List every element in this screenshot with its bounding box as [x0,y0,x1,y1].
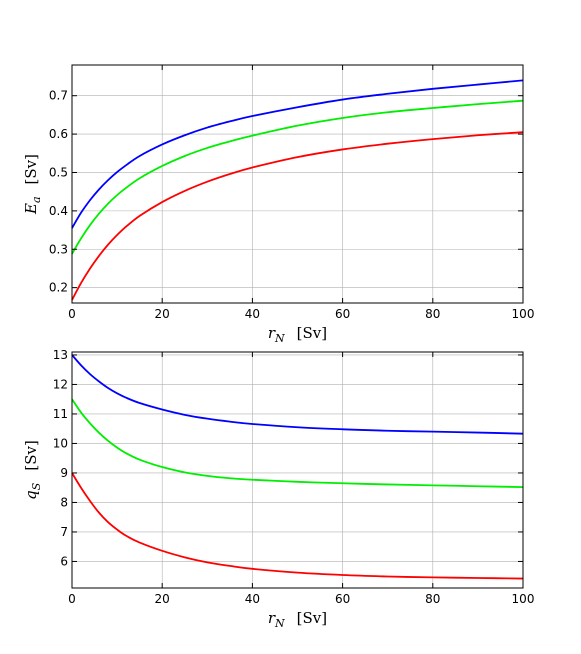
plot-panel-2: 0 20 40 60 80 100 6 7 8 9 10 11 12 13 rN [Sv] qS[Sv] [22,348,534,630]
y-tick-label: 6 [60,554,68,568]
series-line-1 [71,79,524,229]
plot-panel-1: 0 20 40 60 80 100 0.2 0.3 0.4 0.5 0.6 0.7 rN [Sv] Ea[S… [22,64,535,345]
series-line-2 [71,99,524,255]
axes-frame [71,64,524,304]
y-tick-label: 0.5 [49,165,68,179]
x-axis-label: rN [Sv] [268,324,327,345]
x-tick-label: 20 [155,592,170,606]
y-tick-label: 12 [53,377,68,391]
x-tick-label: 80 [425,307,440,321]
series-line-2 [71,398,524,489]
x-tick-label: 20 [155,307,170,321]
x-tick-label: 100 [512,592,535,606]
x-tick-label: 40 [245,592,260,606]
axes-frame [71,351,524,589]
y-axis-label: Ea[Sv] [22,154,43,215]
y-tick-label: 0.4 [49,204,68,218]
y-tick-label: 11 [53,407,68,421]
y-tick-label: 0.7 [49,89,68,103]
x-tick-label: 60 [335,592,350,606]
y-tick-label: 9 [60,466,68,480]
series-line-1 [71,354,524,435]
x-tick-label: 100 [512,307,535,321]
y-tick-label: 7 [60,525,68,539]
x-axis-label: rN [Sv] [268,609,327,630]
y-tick-label: 0.6 [49,127,68,141]
y-tick-label: 0.2 [49,281,68,295]
x-tick-label: 0 [68,307,76,321]
series-line-3 [71,131,524,301]
y-axis-label: qS[Sv] [22,440,43,500]
x-tick-label: 60 [335,307,350,321]
x-tick-label: 80 [425,592,440,606]
y-tick-label: 10 [53,436,68,450]
y-tick-label: 8 [60,495,68,509]
y-tick-label: 13 [53,348,68,362]
y-tick-label: 0.3 [49,242,68,256]
x-tick-label: 0 [68,592,76,606]
x-tick-label: 40 [245,307,260,321]
series-line-3 [71,472,524,580]
